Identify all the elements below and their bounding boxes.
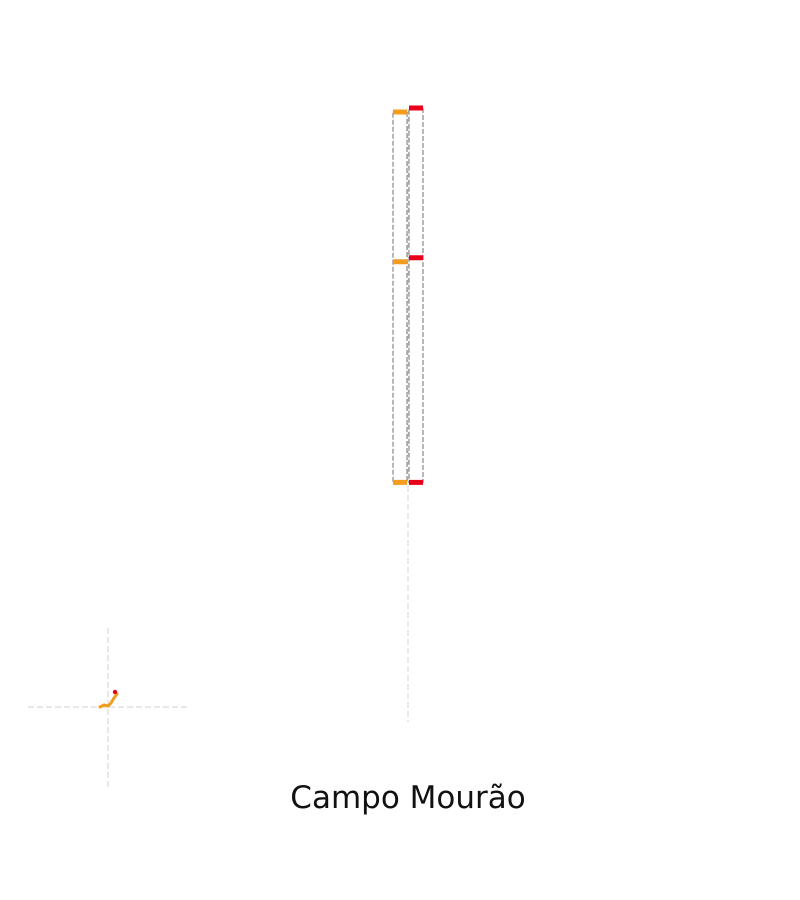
inset-glyph xyxy=(28,628,188,788)
q3-cap-series-1 xyxy=(393,109,407,115)
q3-cap-series-2 xyxy=(409,105,423,111)
inset-red-mark xyxy=(112,689,118,695)
category-label: Campo Mourão xyxy=(290,780,525,816)
median-mark-series-2 xyxy=(409,255,423,261)
box-plot-layer xyxy=(392,105,424,722)
box-series-2 xyxy=(408,107,424,483)
box-series-1 xyxy=(392,111,408,483)
inset-orange-mark xyxy=(98,692,119,709)
median-mark-series-1 xyxy=(393,259,407,265)
q1-cap-series-1 xyxy=(393,479,407,485)
q1-cap-series-2 xyxy=(409,479,423,485)
